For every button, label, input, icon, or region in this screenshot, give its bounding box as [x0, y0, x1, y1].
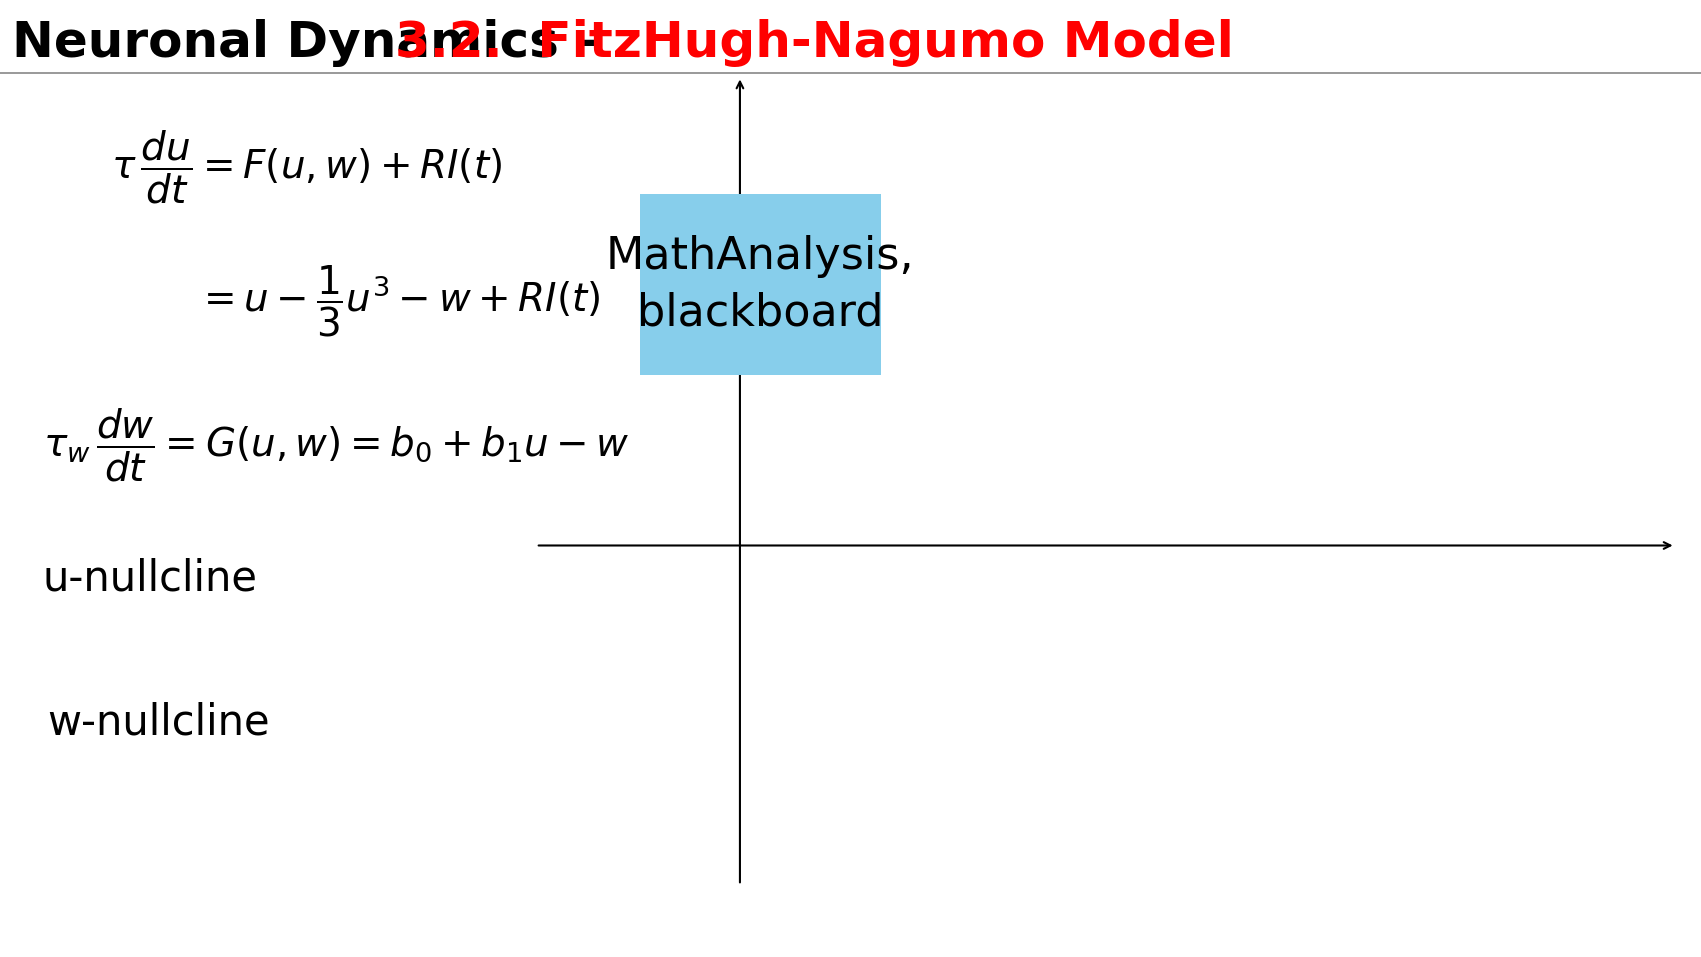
Text: MathAnalysis,
blackboard: MathAnalysis, blackboard: [606, 234, 915, 335]
Text: u-nullcline: u-nullcline: [43, 558, 257, 600]
Text: 3.2.  FitzHugh-Nagumo Model: 3.2. FitzHugh-Nagumo Model: [395, 19, 1233, 67]
Text: $\tau \,\dfrac{du}{dt} = F(u, w) + RI(t)$: $\tau \,\dfrac{du}{dt} = F(u, w) + RI(t)…: [111, 129, 502, 206]
Text: $= u - \dfrac{1}{3}u^3 - w + RI(t)$: $= u - \dfrac{1}{3}u^3 - w + RI(t)$: [196, 264, 600, 339]
Bar: [640, 194, 881, 375]
Text: $\tau_w \,\dfrac{dw}{dt} = G(u, w) = b_0 + b_1 u - w$: $\tau_w \,\dfrac{dw}{dt} = G(u, w) = b_0…: [43, 407, 629, 483]
Text: w-nullcline: w-nullcline: [48, 701, 270, 744]
Text: Neuronal Dynamics –: Neuronal Dynamics –: [12, 19, 636, 67]
